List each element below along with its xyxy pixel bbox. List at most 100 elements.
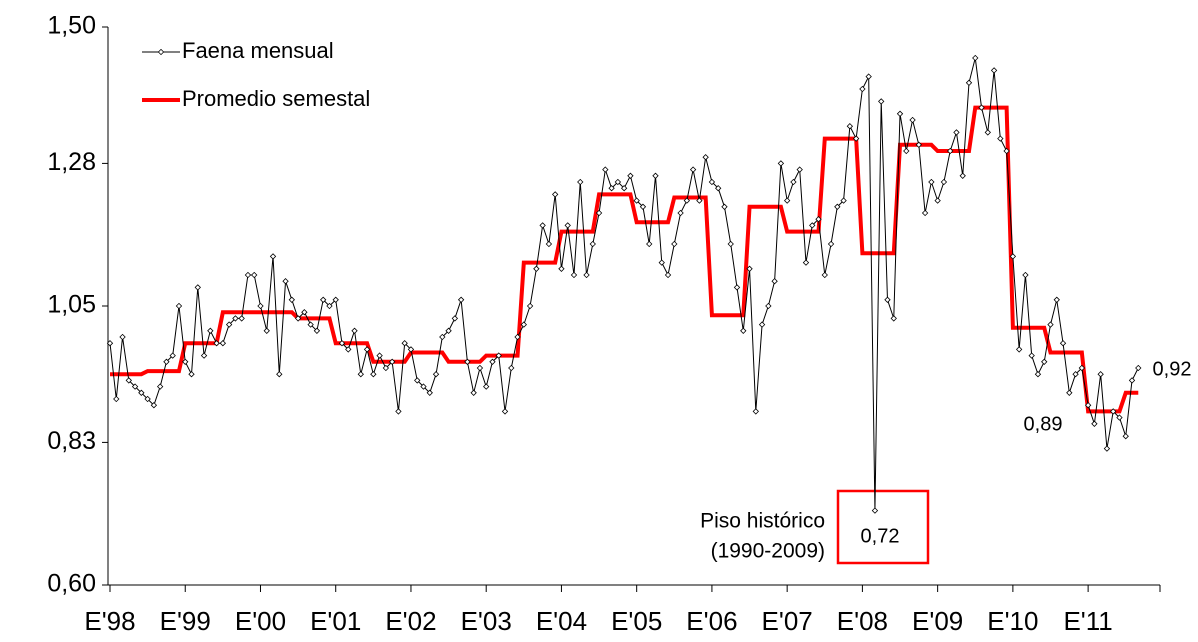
point-marker: [570, 271, 578, 279]
point-marker: [131, 383, 139, 390]
point-marker: [846, 123, 854, 130]
point-marker: [432, 371, 440, 378]
point-marker: [1053, 296, 1060, 303]
x-tick-label: E'03: [461, 606, 512, 636]
point-marker: [276, 371, 283, 378]
point-marker: [483, 383, 490, 390]
annotation: 0,92: [1153, 358, 1192, 380]
point-marker: [182, 358, 189, 365]
point-marker: [426, 389, 433, 396]
point-marker: [840, 197, 847, 204]
point-marker: [583, 271, 590, 279]
point-marker: [251, 271, 258, 279]
point-marker: [294, 315, 302, 322]
point-marker: [790, 178, 797, 186]
x-tick-label: E'07: [762, 606, 813, 636]
point-marker: [639, 203, 647, 210]
point-marker: [972, 54, 979, 62]
annotation: 0,72: [861, 525, 900, 547]
point-marker: [727, 240, 734, 248]
series-line: [109, 57, 1139, 511]
annotation-box: [836, 489, 930, 565]
legend-label: Faena mensual: [182, 38, 334, 63]
point-marker: [796, 166, 803, 173]
point-marker: [313, 327, 321, 334]
point-marker: [940, 178, 948, 186]
point-marker: [909, 116, 916, 124]
point-marker: [1110, 408, 1117, 415]
point-marker: [238, 315, 245, 322]
point-marker: [558, 265, 565, 272]
annotation: 0,89: [1024, 413, 1063, 435]
point-marker: [1128, 377, 1136, 384]
annotation: Piso histórico: [700, 510, 825, 533]
x-tick-label: E'09: [912, 606, 963, 636]
point-marker: [953, 129, 960, 136]
point-marker: [495, 352, 502, 359]
x-tick-label: E'08: [837, 606, 888, 636]
point-marker: [345, 346, 352, 353]
point-marker: [370, 371, 377, 378]
point-marker: [451, 315, 459, 322]
point-marker: [746, 265, 753, 272]
point-marker: [1078, 364, 1086, 372]
point-marker: [382, 364, 390, 372]
point-marker: [878, 98, 885, 105]
point-marker: [733, 284, 741, 291]
point-marker: [959, 172, 966, 179]
point-marker: [934, 197, 941, 204]
point-marker: [752, 408, 759, 415]
point-marker: [602, 166, 609, 173]
point-marker: [282, 278, 289, 285]
point-marker: [1041, 358, 1048, 365]
point-marker: [815, 216, 822, 223]
point-marker: [1091, 420, 1098, 427]
point-marker: [627, 172, 634, 179]
point-marker: [269, 253, 277, 260]
point-marker: [520, 321, 527, 328]
point-marker: [1022, 271, 1029, 279]
point-marker: [702, 154, 709, 161]
annotation: (1990-2009): [711, 540, 825, 563]
point-marker: [740, 327, 747, 334]
point-marker: [501, 408, 509, 415]
x-tick-label: E'05: [611, 606, 662, 636]
point-marker: [1009, 253, 1017, 260]
point-marker: [445, 327, 452, 334]
point-marker: [320, 296, 327, 303]
point-marker: [351, 327, 358, 334]
point-marker: [476, 364, 484, 372]
point-marker: [144, 395, 151, 403]
point-marker: [614, 178, 622, 186]
point-marker: [125, 377, 132, 384]
y-tick-label: 1,28: [47, 148, 96, 176]
x-tick-label: E'02: [385, 606, 436, 636]
y-tick-label: 0,60: [47, 570, 96, 598]
point-marker: [890, 315, 897, 322]
point-marker: [871, 507, 879, 514]
x-tick-label: E'10: [987, 606, 1038, 636]
point-marker: [263, 327, 270, 334]
point-marker: [997, 135, 1004, 142]
point-marker: [915, 141, 922, 148]
point-marker: [194, 284, 201, 291]
legend-marker: [157, 48, 165, 56]
point-marker: [903, 147, 910, 155]
point-marker: [138, 389, 145, 396]
point-marker: [1116, 414, 1123, 421]
point-marker: [526, 302, 534, 310]
point-marker: [357, 371, 364, 378]
point-marker: [564, 222, 571, 229]
point-marker: [646, 240, 653, 248]
point-marker: [758, 321, 766, 328]
point-marker: [163, 358, 170, 365]
point-marker: [1122, 433, 1129, 440]
point-marker: [658, 259, 665, 266]
point-marker: [1097, 371, 1104, 378]
point-marker: [200, 352, 208, 359]
x-tick-label: E'98: [84, 606, 135, 636]
x-tick-label: E'06: [686, 606, 737, 636]
point-marker: [288, 296, 295, 303]
point-marker: [978, 104, 985, 111]
point-marker: [207, 327, 214, 334]
